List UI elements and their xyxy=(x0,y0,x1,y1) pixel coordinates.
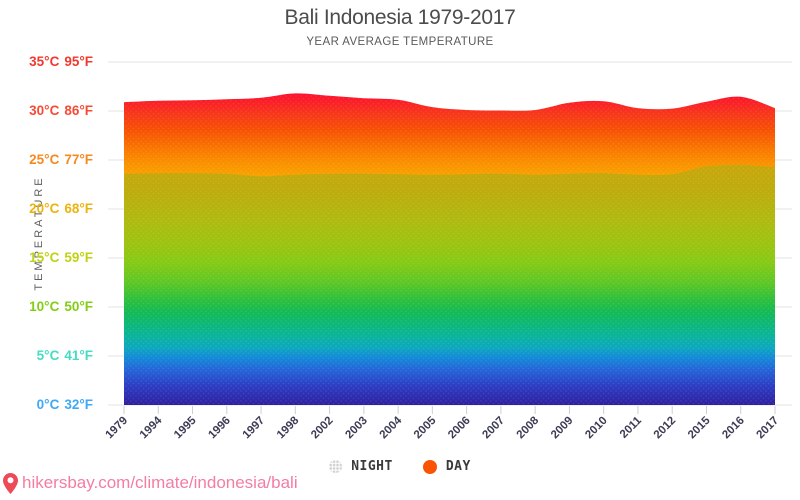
x-axis-year-label: 2002 xyxy=(309,415,336,442)
y-label-fahrenheit: 59°F xyxy=(64,250,93,265)
site-url[interactable]: hikersbay.com/climate/indonesia/bali xyxy=(22,473,298,492)
y-label-fahrenheit: 41°F xyxy=(64,348,93,363)
x-axis-year-label: 2005 xyxy=(412,414,439,441)
night-marker-icon xyxy=(329,460,343,473)
x-axis-year-label: 2008 xyxy=(515,414,542,441)
x-axis-year-label: 1994 xyxy=(138,414,165,441)
y-axis-label: 0°C 32°F xyxy=(0,396,93,414)
y-axis-label: 5°C 41°F xyxy=(0,347,93,365)
x-axis-year-label: 2017 xyxy=(755,415,782,442)
y-label-fahrenheit: 86°F xyxy=(64,103,93,118)
x-axis-year-label: 2004 xyxy=(378,414,405,441)
y-label-fahrenheit: 77°F xyxy=(64,152,93,167)
y-label-fahrenheit: 50°F xyxy=(64,299,93,314)
y-axis-label: 25°C 77°F xyxy=(0,151,93,169)
y-label-fahrenheit: 32°F xyxy=(64,397,93,412)
x-axis-year-label: 1998 xyxy=(275,414,302,441)
day-marker-icon xyxy=(422,459,437,474)
y-label-celsius: 0°C xyxy=(36,397,60,412)
x-axis-year-label: 2011 xyxy=(618,414,645,441)
y-label-celsius: 35°C xyxy=(29,54,60,69)
legend-label-night: NIGHT xyxy=(351,459,393,474)
legend-item-night[interactable]: NIGHT xyxy=(329,459,393,474)
x-axis-year-label: 1996 xyxy=(206,415,233,442)
chart-subtitle: YEAR AVERAGE TEMPERATURE xyxy=(306,36,494,48)
y-label-celsius: 10°C xyxy=(29,299,60,314)
y-label-fahrenheit: 95°F xyxy=(64,54,93,69)
x-axis-year-label: 1995 xyxy=(172,414,199,441)
location-pin-icon xyxy=(3,472,18,494)
y-axis-label: 10°C 50°F xyxy=(0,298,93,316)
y-axis-label: 20°C 68°F xyxy=(0,200,93,218)
x-axis-year-label: 2010 xyxy=(583,415,610,442)
x-axis-year-label: 1997 xyxy=(241,415,268,442)
x-axis-year-label: 2015 xyxy=(686,414,713,441)
legend: NIGHT DAY xyxy=(0,459,800,474)
x-axis-year-label: 2009 xyxy=(549,415,576,442)
y-label-celsius: 15°C xyxy=(29,250,60,265)
footer: hikersbay.com/climate/indonesia/bali xyxy=(3,470,298,496)
legend-item-day[interactable]: DAY xyxy=(422,459,471,474)
x-axis-year-label: 1979 xyxy=(104,415,131,442)
x-axis-year-label: 2007 xyxy=(480,415,507,442)
y-label-celsius: 30°C xyxy=(29,103,60,118)
y-label-celsius: 20°C xyxy=(29,201,60,216)
y-label-fahrenheit: 68°F xyxy=(64,201,93,216)
y-label-celsius: 5°C xyxy=(36,348,60,363)
y-axis-label: 15°C 59°F xyxy=(0,249,93,267)
y-axis-label: 30°C 86°F xyxy=(0,102,93,120)
y-axis-label: 35°C 95°F xyxy=(0,53,93,71)
chart-title: Bali Indonesia 1979-2017 xyxy=(284,6,516,29)
area-texture xyxy=(124,93,775,406)
x-axis-year-label: 2003 xyxy=(343,415,370,442)
legend-label-day: DAY xyxy=(445,459,471,474)
y-label-celsius: 25°C xyxy=(29,152,60,167)
x-axis-year-label: 2016 xyxy=(720,415,747,442)
x-axis-year-label: 2006 xyxy=(446,415,473,442)
x-axis-year-label: 2012 xyxy=(652,415,679,442)
